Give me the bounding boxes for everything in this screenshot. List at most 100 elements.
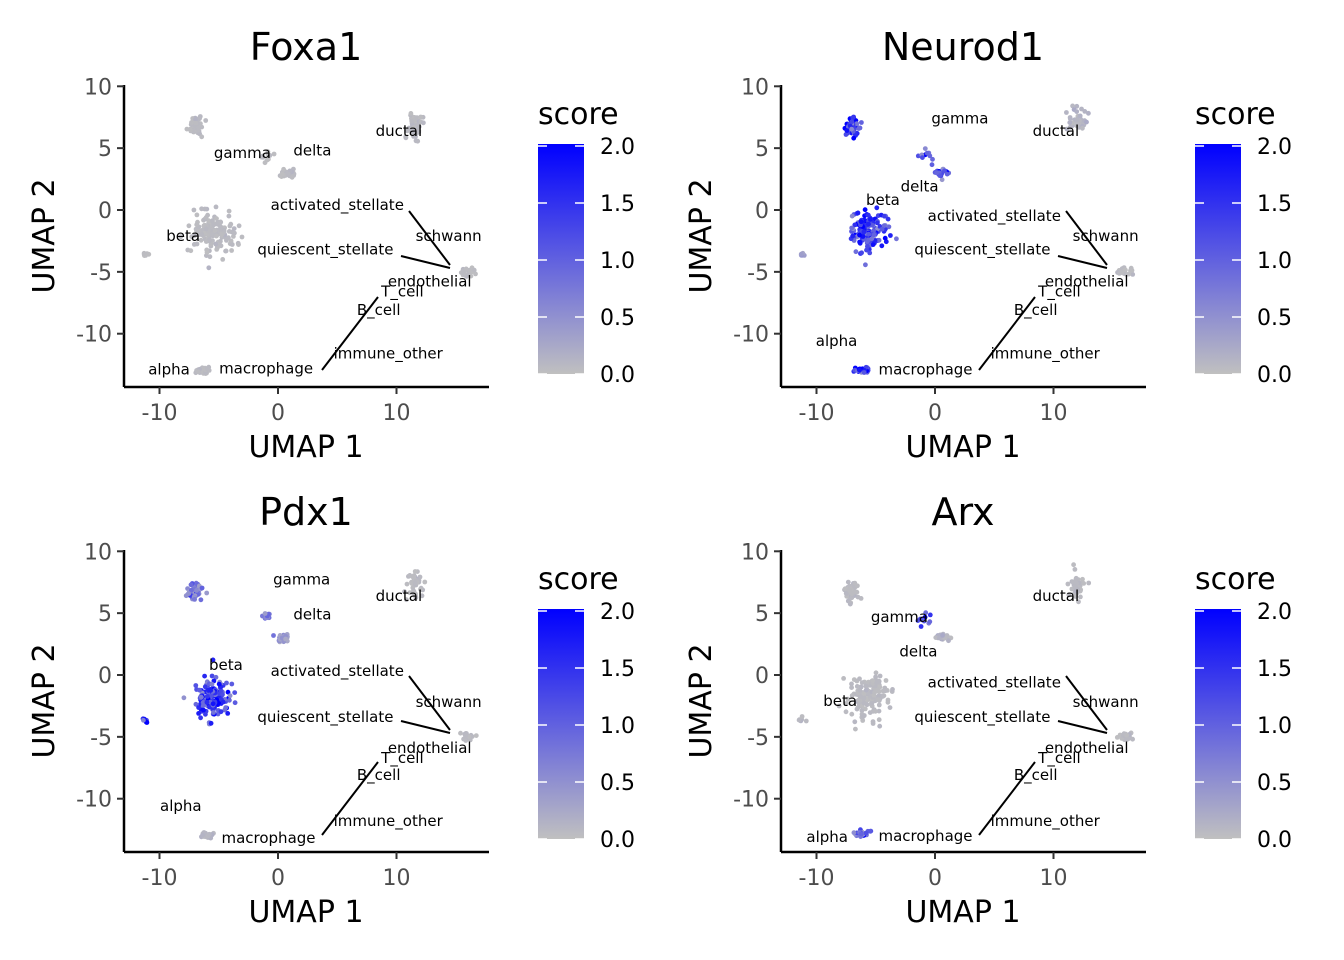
data-point [876,697,882,702]
cluster-label: schwann [416,693,482,711]
y-axis-title: UMAP 2 [684,178,719,293]
data-point [186,223,192,229]
data-point [473,733,479,738]
data-point [888,233,893,238]
data-point [855,210,861,216]
data-point [418,586,423,592]
data-point [232,700,238,706]
data-point [218,243,224,249]
data-point [857,687,863,693]
legend-tick-label: 1.5 [1257,192,1292,217]
data-point [204,366,210,372]
x-tick-label: 0 [271,401,285,426]
data-point [873,708,878,714]
x-axis-title: UMAP 1 [905,895,1020,930]
data-point [266,156,271,162]
cluster-label: activated_stellate [271,662,404,681]
cluster-label: T_cell [1037,283,1080,302]
data-point [1076,599,1081,605]
cluster-label: B_cell [1014,301,1058,320]
legend-title: score [538,97,619,132]
data-point [866,231,871,237]
data-point [211,222,217,228]
data-point [196,705,202,710]
data-point [853,249,859,255]
data-point [849,681,854,687]
data-point [854,121,860,127]
cluster-label: endothelial [1045,739,1129,757]
y-tick-label: 5 [98,137,112,162]
data-point [844,128,850,134]
data-point [199,694,204,700]
data-point [872,690,878,695]
legend-tick-label: 0.5 [1257,771,1292,796]
data-point [846,587,852,593]
cluster-label: quiescent_stellate [257,708,393,727]
cluster-label: B_cell [357,766,401,785]
data-point [204,590,210,596]
cluster-label: gamma [871,608,928,626]
data-point [414,115,420,120]
label-leader-line [978,761,1036,836]
data-point [930,156,935,162]
data-point [402,589,407,595]
data-point [858,596,864,601]
colorbar [538,609,584,839]
data-point [876,237,882,243]
data-point [862,207,868,213]
data-point [196,127,201,133]
label-leader-line [1065,675,1108,731]
data-point [418,114,424,120]
data-point [473,271,478,277]
y-tick-label: -5 [90,261,112,286]
data-point [879,243,885,249]
data-point [191,242,197,247]
data-point [861,229,867,235]
data-point [851,135,857,141]
legend-tick-label: 1.0 [600,249,635,274]
y-tick-label: 5 [98,602,112,627]
data-point [851,830,857,836]
x-tick-label: -10 [142,866,178,891]
data-point [881,213,887,219]
data-point [199,585,205,591]
data-point [204,699,210,705]
data-point [203,118,209,123]
data-point [404,581,410,587]
cluster-label: B_cell [1014,766,1058,785]
data-point [193,683,199,688]
data-point [206,265,212,271]
legend-tick-label: 0.0 [1257,363,1292,388]
scatter-points [798,103,1136,375]
data-point [211,710,216,715]
y-axis-title: UMAP 2 [27,178,62,293]
data-point [193,701,199,707]
cluster-label: activated_stellate [928,673,1061,692]
data-point [856,126,862,131]
data-point [843,709,849,715]
cluster-label: quiescent_stellate [914,708,1050,727]
data-point [1074,117,1080,123]
x-tick-label: -10 [142,401,178,426]
data-point [193,120,199,126]
data-point [191,207,197,213]
y-tick-label: 5 [755,602,769,627]
data-point [210,657,216,663]
data-point [861,700,867,706]
data-point [845,598,851,604]
data-point [1072,567,1078,572]
data-point [1065,581,1071,587]
cluster-label: quiescent_stellate [257,241,393,260]
data-point [178,234,184,240]
x-axis-title: UMAP 1 [905,430,1020,465]
data-point [836,703,842,709]
data-point [933,635,939,640]
panel-title: Arx [931,490,994,534]
data-point [206,218,212,224]
cluster-label: endothelial [388,739,472,757]
label-leader-line [321,296,379,371]
x-tick-label: -10 [799,401,835,426]
data-point [206,831,212,837]
data-point [458,730,463,736]
legend-title: score [1195,97,1276,132]
